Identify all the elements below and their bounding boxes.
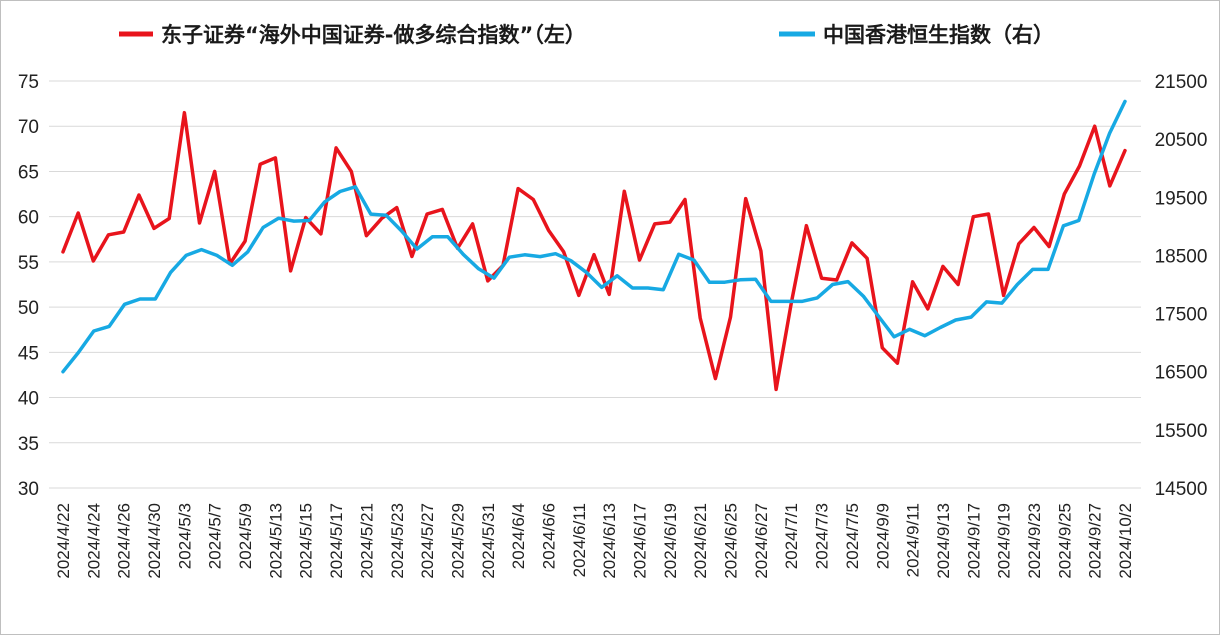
series-line-red <box>61 110 1127 392</box>
x-tick-label: 2024/6/19 <box>661 503 680 579</box>
x-tick-label: 2024/5/15 <box>297 503 316 579</box>
x-tick-label: 2024/5/13 <box>266 503 285 579</box>
right-tick-label: 19500 <box>1155 188 1208 209</box>
left-tick-label: 50 <box>18 298 39 319</box>
x-tick-label: 2024/5/7 <box>206 503 225 569</box>
x-tick-label: 2024/6/21 <box>691 503 710 579</box>
x-tick-label: 2024/5/3 <box>175 503 194 569</box>
x-tick-label: 2024/7/1 <box>782 503 801 569</box>
right-axis-ticks: 14500 15500 16500 17500 18500 19500 20500 21500 <box>1155 72 1208 500</box>
x-tick-label: 2024/4/24 <box>84 503 103 579</box>
x-tick-label: 2024/6/27 <box>752 503 771 579</box>
right-tick-label: 21500 <box>1155 72 1208 93</box>
left-tick-label: 60 <box>18 208 39 229</box>
x-tick-label: 2024/5/17 <box>327 503 346 579</box>
x-tick-label: 2024/5/31 <box>479 503 498 579</box>
x-tick-label: 2024/6/11 <box>570 503 589 577</box>
x-tick-label: 2024/9/19 <box>995 503 1014 579</box>
x-tick-label: 2024/7/5 <box>843 503 862 569</box>
x-tick-label: 2024/4/26 <box>115 503 134 579</box>
x-tick-label: 2024/9/27 <box>1086 503 1105 579</box>
x-tick-label: 2024/5/23 <box>388 503 407 579</box>
right-tick-label: 18500 <box>1155 246 1208 267</box>
left-tick-label: 55 <box>18 253 39 274</box>
x-tick-label: 2024/10/2 <box>1116 503 1135 579</box>
x-tick-label: 2024/9/25 <box>1055 503 1074 579</box>
right-tick-label: 15500 <box>1155 421 1208 442</box>
left-tick-label: 75 <box>18 72 39 93</box>
left-axis-ticks: 30 35 40 45 50 55 60 65 70 75 <box>18 72 39 500</box>
right-tick-label: 14500 <box>1155 479 1208 500</box>
x-tick-label: 2024/5/29 <box>448 503 467 579</box>
x-tick-label: 2024/9/23 <box>1025 503 1044 579</box>
x-tick-label: 2024/4/30 <box>145 503 164 579</box>
gridlines <box>49 80 1141 489</box>
x-tick-label: 2024/6/4 <box>509 503 528 569</box>
left-tick-label: 35 <box>18 434 39 455</box>
x-tick-label: 2024/9/13 <box>934 503 953 579</box>
left-tick-label: 40 <box>18 389 39 410</box>
x-axis-ticks: 2024/4/22 2024/4/24 2024/4/26 2024/4/30 2024… <box>54 503 1135 579</box>
legend-label-red-series: 东子证券“海外中国证券-做多综合指数”（左） <box>161 23 586 47</box>
x-tick-label: 2024/6/6 <box>539 503 558 569</box>
legend-label-blue-series: 中国香港恒生指数（右） <box>823 23 1054 47</box>
x-tick-label: 2024/5/21 <box>357 503 376 579</box>
right-tick-label: 17500 <box>1155 305 1208 326</box>
series-lines <box>61 99 1127 392</box>
x-tick-label: 2024/5/27 <box>418 503 437 579</box>
x-tick-label: 2024/5/9 <box>236 503 255 569</box>
x-tick-label: 2024/9/17 <box>964 503 983 579</box>
x-tick-label: 2024/6/17 <box>631 503 650 579</box>
left-tick-label: 30 <box>18 479 39 500</box>
left-tick-label: 45 <box>18 343 39 364</box>
right-tick-label: 16500 <box>1155 363 1208 384</box>
x-tick-label: 2024/9/9 <box>873 503 892 569</box>
left-tick-label: 70 <box>18 117 39 138</box>
right-tick-label: 20500 <box>1155 130 1208 151</box>
x-tick-label: 2024/6/13 <box>600 503 619 579</box>
x-tick-label: 2024/4/22 <box>54 503 73 579</box>
x-tick-label: 2024/6/25 <box>722 503 741 579</box>
series-line-blue <box>61 99 1127 374</box>
x-tick-label: 2024/9/11 <box>904 503 923 577</box>
left-tick-label: 65 <box>18 162 39 183</box>
x-tick-label: 2024/7/3 <box>813 503 832 569</box>
legend: 东子证券“海外中国证券-做多综合指数”（左） 中国香港恒生指数（右） <box>119 23 1054 47</box>
